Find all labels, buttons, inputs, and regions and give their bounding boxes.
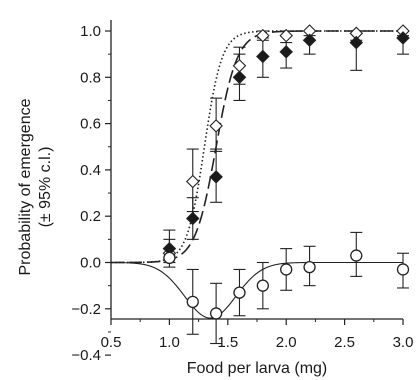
- data-point-filled-diamond: [185, 211, 200, 226]
- y-axis-title-group: Probability of emergence (± 95% c.l.): [17, 98, 54, 275]
- data-point-filled-diamond: [349, 35, 364, 50]
- y-tick-label: −0.2: [71, 301, 101, 318]
- y-tick-label: 0.0: [80, 255, 101, 272]
- error-bars: [163, 30, 409, 345]
- data-point-open-circle: [396, 263, 410, 276]
- data-point-open-circle: [163, 251, 176, 265]
- data-point-open-diamond: [279, 28, 293, 43]
- y-tick-label: 0.2: [80, 208, 101, 225]
- x-axis-title: Food per larva (mg): [187, 360, 328, 377]
- data-point-open-diamond: [256, 28, 270, 43]
- fit-curve-open-circle: [110, 261, 403, 319]
- y-tick-label: 1.0: [80, 23, 101, 40]
- data-point-open-circle: [186, 295, 199, 309]
- data-point-filled-diamond: [396, 31, 410, 45]
- data-point-open-circle: [280, 263, 293, 276]
- fit-curve-open-diamond: [111, 30, 403, 264]
- fitted-curves: [110, 30, 403, 319]
- x-tick-label: 1.0: [159, 334, 180, 351]
- y-axis-subtitle: (± 95% c.l.): [37, 147, 54, 228]
- data-point-open-diamond: [209, 119, 223, 133]
- data-point-open-circle: [209, 307, 223, 320]
- x-tick-label: 2.0: [276, 334, 297, 351]
- y-tick-label: 0.6: [80, 116, 101, 133]
- data-point-filled-diamond: [302, 33, 317, 48]
- x-tick-label: 2.5: [334, 334, 355, 351]
- axes: 0.5 1.0 1.5 2.0 2.5 3.0 −0.4 −0.2 0.0 0.2 0.4 0.6 0.…: [71, 20, 413, 364]
- x-tick-label: 3.0: [393, 334, 414, 351]
- x-tick-label: 1.5: [217, 334, 238, 351]
- data-point-open-circle: [256, 279, 269, 292]
- y-tick-label: 0.4: [80, 162, 101, 179]
- data-point-filled-diamond: [209, 170, 223, 184]
- data-point-filled-diamond: [279, 45, 293, 59]
- data-point-filled-diamond: [232, 70, 247, 85]
- data-point-open-circle: [303, 260, 316, 274]
- y-tick-label: 0.8: [80, 69, 101, 86]
- x-tick-label: 0.5: [101, 334, 122, 351]
- y-tick-label: −0.4: [71, 347, 101, 364]
- data-point-filled-diamond: [256, 49, 270, 64]
- data-point-open-diamond: [185, 174, 200, 189]
- fit-curve-filled-diamond: [111, 30, 403, 264]
- data-point-open-circle: [350, 249, 363, 262]
- y-axis-title: Probability of emergence: [17, 98, 34, 275]
- data-point-open-circle: [233, 286, 246, 299]
